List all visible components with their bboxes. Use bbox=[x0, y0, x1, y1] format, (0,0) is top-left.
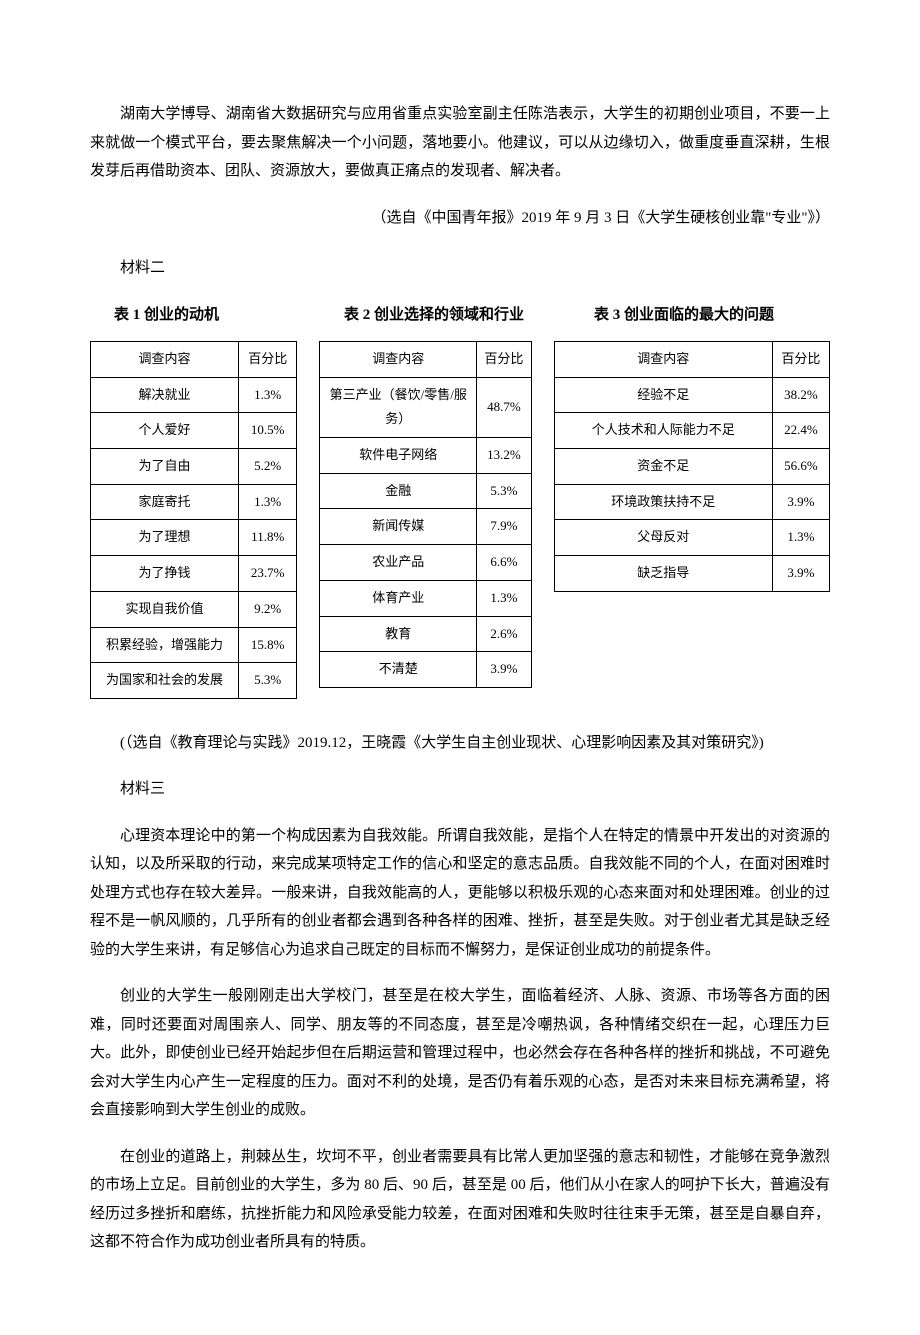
cell: 6.6% bbox=[477, 545, 531, 581]
table3-title: 表 3 创业面临的最大的问题 bbox=[594, 301, 814, 330]
header-content: 调查内容 bbox=[554, 342, 772, 378]
table-row: 缺乏指导3.9% bbox=[554, 556, 829, 592]
cell: 实现自我价值 bbox=[91, 591, 239, 627]
cell: 22.4% bbox=[772, 413, 829, 449]
cell: 48.7% bbox=[477, 377, 531, 437]
cell: 农业产品 bbox=[320, 545, 477, 581]
table-row: 经验不足38.2% bbox=[554, 377, 829, 413]
header-content: 调查内容 bbox=[91, 342, 239, 378]
table-row: 实现自我价值9.2% bbox=[91, 591, 297, 627]
paragraph-m3-1: 心理资本理论中的第一个构成因素为自我效能。所谓自我效能，是指个人在特定的情景中开… bbox=[90, 822, 830, 965]
table-row: 为了自由5.2% bbox=[91, 449, 297, 485]
table-row: 教育2.6% bbox=[320, 616, 531, 652]
cell: 新闻传媒 bbox=[320, 509, 477, 545]
cell: 为了自由 bbox=[91, 449, 239, 485]
cell: 2.6% bbox=[477, 616, 531, 652]
table-row: 为了理想11.8% bbox=[91, 520, 297, 556]
cell: 环境政策扶持不足 bbox=[554, 484, 772, 520]
table-row: 积累经验，增强能力15.8% bbox=[91, 627, 297, 663]
cell: 第三产业（餐饮/零售/服务） bbox=[320, 377, 477, 437]
cell: 为了挣钱 bbox=[91, 556, 239, 592]
cell: 为国家和社会的发展 bbox=[91, 663, 239, 699]
table-header-row: 调查内容 百分比 bbox=[320, 342, 531, 378]
table-row: 第三产业（餐饮/零售/服务）48.7% bbox=[320, 377, 531, 437]
cell: 解决就业 bbox=[91, 377, 239, 413]
cell: 资金不足 bbox=[554, 449, 772, 485]
table-row: 解决就业1.3% bbox=[91, 377, 297, 413]
cell: 父母反对 bbox=[554, 520, 772, 556]
cell: 1.3% bbox=[477, 580, 531, 616]
cell: 个人技术和人际能力不足 bbox=[554, 413, 772, 449]
cell: 1.3% bbox=[239, 377, 297, 413]
cell: 个人爱好 bbox=[91, 413, 239, 449]
table-row: 资金不足56.6% bbox=[554, 449, 829, 485]
table-row: 软件电子网络13.2% bbox=[320, 438, 531, 474]
material-3-label: 材料三 bbox=[90, 775, 830, 804]
table-row: 为了挣钱23.7% bbox=[91, 556, 297, 592]
cell: 23.7% bbox=[239, 556, 297, 592]
cell: 5.3% bbox=[477, 473, 531, 509]
table-row: 金融5.3% bbox=[320, 473, 531, 509]
paragraph-intro: 湖南大学博导、湖南省大数据研究与应用省重点实验室副主任陈浩表示，大学生的初期创业… bbox=[90, 100, 830, 186]
table-header-row: 调查内容 百分比 bbox=[554, 342, 829, 378]
cell: 经验不足 bbox=[554, 377, 772, 413]
cell: 15.8% bbox=[239, 627, 297, 663]
table-row: 父母反对1.3% bbox=[554, 520, 829, 556]
cell: 体育产业 bbox=[320, 580, 477, 616]
cell: 5.2% bbox=[239, 449, 297, 485]
table-row: 家庭寄托1.3% bbox=[91, 484, 297, 520]
table-1-motivation: 调查内容 百分比 解决就业1.3% 个人爱好10.5% 为了自由5.2% 家庭寄… bbox=[90, 341, 297, 699]
cell: 软件电子网络 bbox=[320, 438, 477, 474]
table2-title: 表 2 创业选择的领域和行业 bbox=[344, 301, 544, 330]
paragraph-m3-3: 在创业的道路上，荆棘丛生，坎坷不平，创业者需要具有比常人更加坚强的意志和韧性，才… bbox=[90, 1143, 830, 1257]
cell: 教育 bbox=[320, 616, 477, 652]
header-content: 调查内容 bbox=[320, 342, 477, 378]
cell: 1.3% bbox=[239, 484, 297, 520]
table-row: 新闻传媒7.9% bbox=[320, 509, 531, 545]
cell: 金融 bbox=[320, 473, 477, 509]
table1-title: 表 1 创业的动机 bbox=[114, 301, 294, 330]
table-titles-row: 表 1 创业的动机 表 2 创业选择的领域和行业 表 3 创业面临的最大的问题 bbox=[90, 301, 830, 330]
table-row: 个人爱好10.5% bbox=[91, 413, 297, 449]
table-2-industry: 调查内容 百分比 第三产业（餐饮/零售/服务）48.7% 软件电子网络13.2%… bbox=[319, 341, 531, 688]
table-row: 环境政策扶持不足3.9% bbox=[554, 484, 829, 520]
cell: 5.3% bbox=[239, 663, 297, 699]
cell: 56.6% bbox=[772, 449, 829, 485]
cell: 3.9% bbox=[772, 484, 829, 520]
cell: 13.2% bbox=[477, 438, 531, 474]
cell: 11.8% bbox=[239, 520, 297, 556]
header-pct: 百分比 bbox=[477, 342, 531, 378]
header-pct: 百分比 bbox=[772, 342, 829, 378]
paragraph-m3-2: 创业的大学生一般刚刚走出大学校门，甚至是在校大学生，面临着经济、人脉、资源、市场… bbox=[90, 982, 830, 1125]
cell: 38.2% bbox=[772, 377, 829, 413]
cell: 积累经验，增强能力 bbox=[91, 627, 239, 663]
cell: 缺乏指导 bbox=[554, 556, 772, 592]
cell: 3.9% bbox=[477, 652, 531, 688]
cell: 10.5% bbox=[239, 413, 297, 449]
cell: 家庭寄托 bbox=[91, 484, 239, 520]
cell: 1.3% bbox=[772, 520, 829, 556]
header-pct: 百分比 bbox=[239, 342, 297, 378]
cell: 7.9% bbox=[477, 509, 531, 545]
citation-1: （选自《中国青年报》2019 年 9 月 3 日《大学生硬核创业靠"专业"》） bbox=[90, 204, 830, 233]
table-row: 不清楚3.9% bbox=[320, 652, 531, 688]
tables-container: 调查内容 百分比 解决就业1.3% 个人爱好10.5% 为了自由5.2% 家庭寄… bbox=[90, 341, 830, 699]
cell: 9.2% bbox=[239, 591, 297, 627]
table-row: 为国家和社会的发展5.3% bbox=[91, 663, 297, 699]
material-2-label: 材料二 bbox=[90, 254, 830, 283]
table-row: 个人技术和人际能力不足22.4% bbox=[554, 413, 829, 449]
cell: 3.9% bbox=[772, 556, 829, 592]
table-header-row: 调查内容 百分比 bbox=[91, 342, 297, 378]
cell: 不清楚 bbox=[320, 652, 477, 688]
citation-2: (（选自《教育理论与实践》2019.12，王晓霞《大学生自主创业现状、心理影响因… bbox=[90, 729, 830, 758]
table-row: 体育产业1.3% bbox=[320, 580, 531, 616]
cell: 为了理想 bbox=[91, 520, 239, 556]
table-3-problems: 调查内容 百分比 经验不足38.2% 个人技术和人际能力不足22.4% 资金不足… bbox=[554, 341, 830, 592]
table-row: 农业产品6.6% bbox=[320, 545, 531, 581]
